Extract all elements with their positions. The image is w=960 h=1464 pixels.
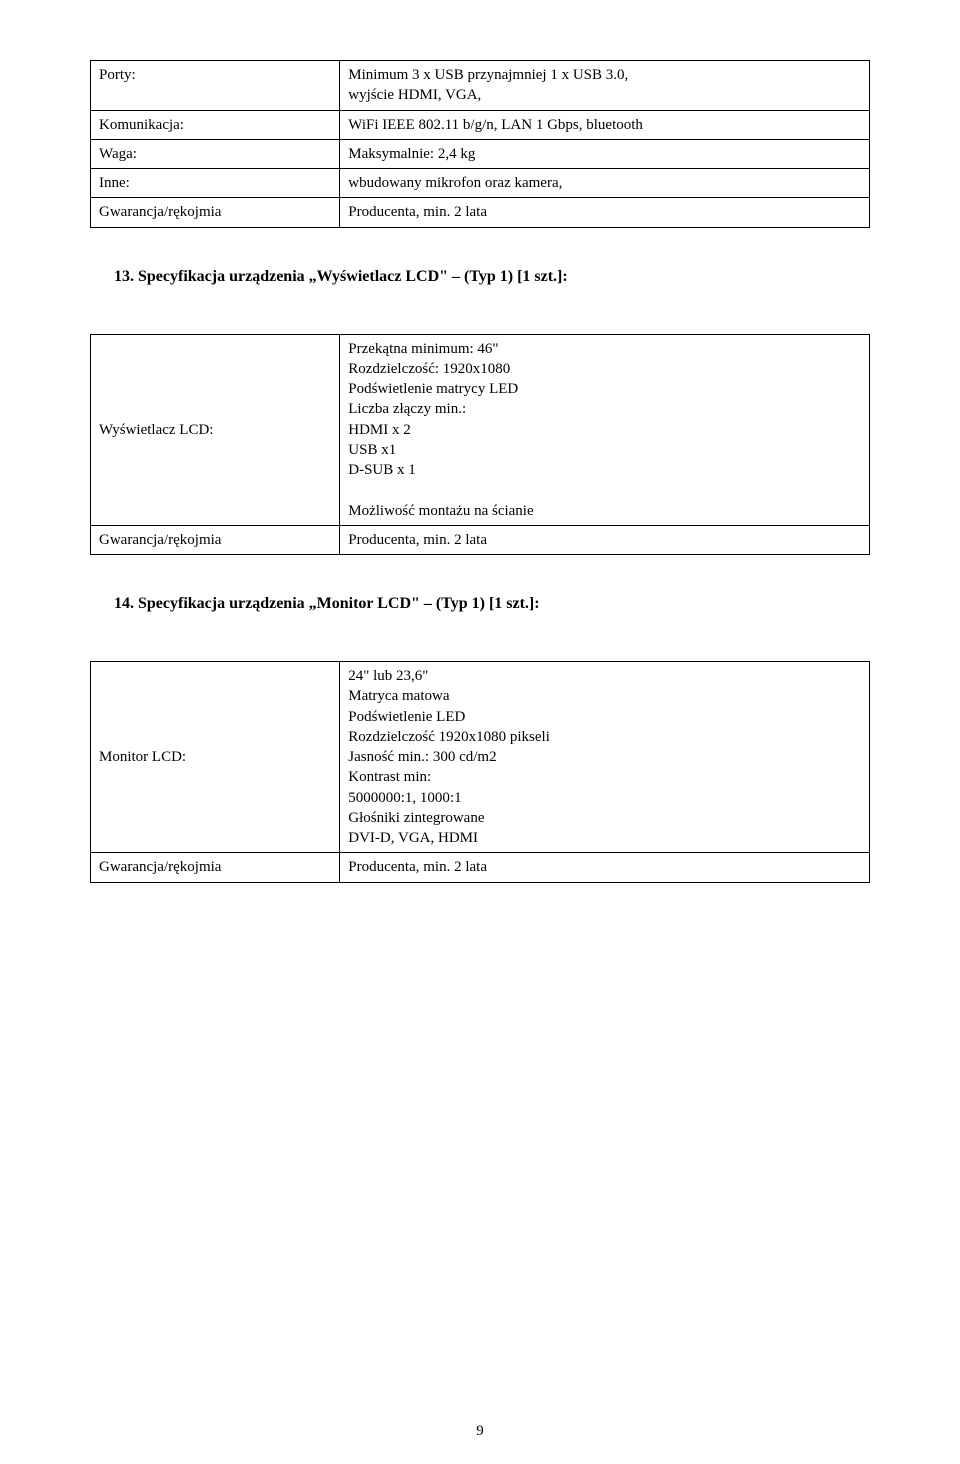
spec-line: D-SUB x 1 [348,460,861,480]
cell-value: Producenta, min. 2 lata [340,853,870,882]
table-row: Gwarancja/rękojmia Producenta, min. 2 la… [91,525,870,554]
cell-value: Producenta, min. 2 lata [340,198,870,227]
table-row: Wyświetlacz LCD: Przekątna minimum: 46" … [91,334,870,525]
table-row: Monitor LCD: 24" lub 23,6" Matryca matow… [91,662,870,853]
spec-line: Przekątna minimum: 46" [348,339,861,359]
table-row: Porty: Minimum 3 x USB przynajmniej 1 x … [91,61,870,111]
spec-line: Jasność min.: 300 cd/m2 [348,747,861,767]
cell-label: Waga: [91,139,340,168]
section-heading-14: 14. Specyfikacja urządzenia „Monitor LCD… [114,595,870,613]
spec-line [348,480,861,500]
spec-line: Podświetlenie LED [348,707,861,727]
table-row: Waga: Maksymalnie: 2,4 kg [91,139,870,168]
cell-label: Gwarancja/rękojmia [91,198,340,227]
cell-label: Wyświetlacz LCD: [91,334,340,525]
cell-value: Maksymalnie: 2,4 kg [340,139,870,168]
spec-line: Liczba złączy min.: [348,399,861,419]
table-row: Komunikacja: WiFi IEEE 802.11 b/g/n, LAN… [91,110,870,139]
table-ports: Porty: Minimum 3 x USB przynajmniej 1 x … [90,60,870,228]
cell-value: Minimum 3 x USB przynajmniej 1 x USB 3.0… [340,61,870,111]
spec-line: Głośniki zintegrowane [348,808,861,828]
spec-line: HDMI x 2 [348,420,861,440]
cell-value: Przekątna minimum: 46" Rozdzielczość: 19… [340,334,870,525]
page: Porty: Minimum 3 x USB przynajmniej 1 x … [0,0,960,1464]
table-row: Gwarancja/rękojmia Producenta, min. 2 la… [91,853,870,882]
cell-label: Gwarancja/rękojmia [91,525,340,554]
table-row: Gwarancja/rękojmia Producenta, min. 2 la… [91,198,870,227]
cell-label: Komunikacja: [91,110,340,139]
table-lcd-display: Wyświetlacz LCD: Przekątna minimum: 46" … [90,334,870,556]
spec-line: Kontrast min: [348,767,861,787]
cell-value: Producenta, min. 2 lata [340,525,870,554]
spec-line: Możliwość montażu na ścianie [348,501,861,521]
spec-line: USB x1 [348,440,861,460]
cell-label: Inne: [91,169,340,198]
cell-label: Porty: [91,61,340,111]
spec-line: Podświetlenie matrycy LED [348,379,861,399]
cell-value: WiFi IEEE 802.11 b/g/n, LAN 1 Gbps, blue… [340,110,870,139]
cell-label: Monitor LCD: [91,662,340,853]
section-heading-13: 13. Specyfikacja urządzenia „Wyświetlacz… [114,268,870,286]
page-number: 9 [0,1423,960,1440]
table-monitor-lcd: Monitor LCD: 24" lub 23,6" Matryca matow… [90,661,870,883]
table-row: Inne: wbudowany mikrofon oraz kamera, [91,169,870,198]
cell-label: Gwarancja/rękojmia [91,853,340,882]
spec-line: DVI-D, VGA, HDMI [348,828,861,848]
cell-value: 24" lub 23,6" Matryca matowa Podświetlen… [340,662,870,853]
spec-line: Matryca matowa [348,686,861,706]
spec-line: 24" lub 23,6" [348,666,861,686]
spec-line: Rozdzielczość 1920x1080 pikseli [348,727,861,747]
cell-value: wbudowany mikrofon oraz kamera, [340,169,870,198]
spec-line: Rozdzielczość: 1920x1080 [348,359,861,379]
spec-line: 5000000:1, 1000:1 [348,788,861,808]
